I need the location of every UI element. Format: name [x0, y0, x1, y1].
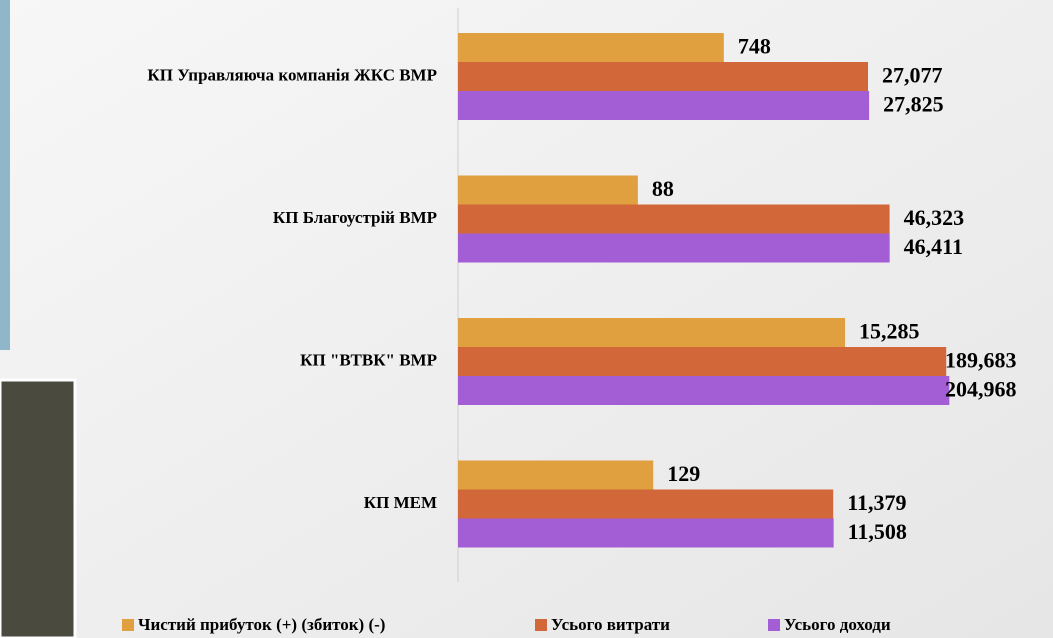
bar: [458, 62, 869, 91]
bar: [458, 233, 890, 263]
bar: [458, 318, 846, 347]
value-label: 189,683: [945, 348, 1017, 373]
category-label: КП Благоустрій ВМР: [273, 208, 437, 227]
value-label: 46,411: [904, 234, 963, 259]
value-label: 88: [652, 176, 674, 201]
value-label: 748: [738, 34, 771, 59]
value-label: 27,825: [883, 92, 944, 117]
bar: [458, 460, 654, 490]
bar: [458, 33, 724, 62]
bar: [458, 347, 947, 376]
bar: [458, 489, 834, 519]
bar: [458, 91, 870, 120]
bar: [458, 518, 834, 548]
value-label: 11,379: [847, 490, 906, 515]
bar: [458, 204, 890, 234]
value-label: 204,968: [945, 377, 1017, 402]
legend-label: Чистий прибуток (+) (збиток) (-): [138, 615, 385, 634]
legend-swatch: [535, 619, 547, 631]
bar: [458, 175, 638, 205]
legend-label: Усього витрати: [551, 615, 670, 634]
value-label: 15,285: [859, 319, 920, 344]
value-label: 46,323: [904, 205, 965, 230]
value-label: 129: [667, 461, 700, 486]
legend-swatch: [122, 619, 134, 631]
legend-swatch: [768, 619, 780, 631]
bar: [458, 376, 950, 405]
photo: [0, 0, 10, 350]
category-label: КП Управляюча компанія ЖКС ВМР: [147, 65, 437, 84]
category-label: КП МЕМ: [364, 493, 437, 512]
value-label: 27,077: [882, 63, 943, 88]
photo: [0, 378, 77, 638]
category-label: КП "ВТВК" ВМР: [300, 350, 437, 369]
value-label: 11,508: [848, 519, 907, 544]
legend-label: Усього доходи: [784, 615, 891, 634]
